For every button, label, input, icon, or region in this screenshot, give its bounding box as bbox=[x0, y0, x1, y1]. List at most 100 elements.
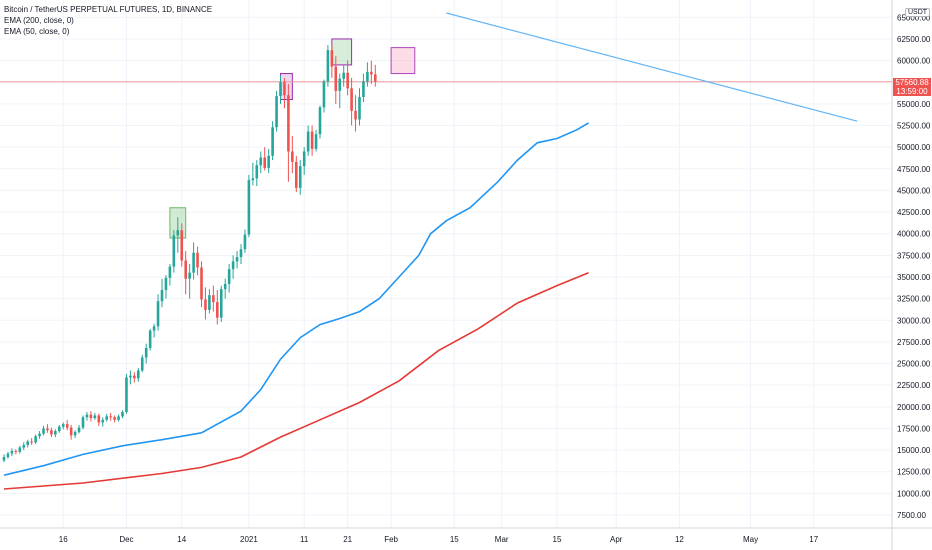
candle-body bbox=[247, 180, 251, 235]
candle-body bbox=[117, 416, 120, 420]
candle-body bbox=[97, 415, 101, 423]
candle-body bbox=[85, 414, 89, 418]
y-tick-label: 52500.00 bbox=[897, 122, 931, 131]
candle-body bbox=[334, 66, 338, 91]
candle-body bbox=[89, 414, 93, 419]
candle-body bbox=[6, 453, 10, 458]
annotation-box bbox=[390, 47, 416, 75]
candle-body bbox=[223, 283, 227, 290]
legend-ema50[interactable]: EMA (50, close, 0) bbox=[4, 27, 70, 36]
chart-legend: Bitcoin / TetherUS PERPETUAL FUTURES, 1D… bbox=[4, 4, 212, 37]
y-tick-label: 20000.00 bbox=[897, 403, 931, 412]
candle-body bbox=[10, 450, 14, 454]
candle-body bbox=[295, 161, 298, 188]
x-tick-label: 14 bbox=[177, 535, 186, 544]
current-price: 57560.88 bbox=[895, 77, 929, 87]
annotation-box bbox=[331, 38, 353, 66]
candle-body bbox=[26, 441, 29, 445]
candle-body bbox=[65, 424, 69, 428]
y-tick-label: 65000.00 bbox=[897, 13, 931, 22]
legend-symbol[interactable]: Bitcoin / TetherUS PERPETUAL FUTURES, 1D… bbox=[4, 5, 213, 14]
candle-body bbox=[61, 424, 65, 427]
ema50-line bbox=[3, 122, 590, 476]
candle-body bbox=[81, 417, 85, 428]
candle-body bbox=[93, 415, 97, 419]
candle-body bbox=[279, 82, 282, 97]
candle-body bbox=[50, 430, 53, 435]
candle-body bbox=[330, 50, 334, 67]
candle-body bbox=[350, 88, 353, 111]
candle-body bbox=[172, 235, 176, 267]
y-tick-label: 37500.00 bbox=[897, 251, 931, 260]
annotation-box bbox=[280, 73, 293, 101]
currency-label[interactable]: USDT bbox=[905, 8, 931, 17]
candle-body bbox=[318, 107, 322, 135]
y-tick-label: 17500.00 bbox=[897, 424, 931, 433]
y-tick-label: 25000.00 bbox=[897, 360, 931, 369]
candle-body bbox=[208, 295, 211, 310]
candle-body bbox=[239, 249, 243, 258]
trendline bbox=[446, 12, 858, 122]
x-tick-label: 12 bbox=[675, 535, 684, 544]
candle-body bbox=[109, 416, 112, 418]
ema200-line bbox=[3, 271, 589, 490]
candle-body bbox=[2, 457, 6, 461]
candle-body bbox=[196, 252, 199, 268]
candle-body bbox=[354, 110, 357, 120]
candle-body bbox=[346, 72, 349, 89]
candle-body bbox=[322, 81, 326, 108]
candle-body bbox=[140, 357, 144, 371]
y-tick-label: 60000.00 bbox=[897, 57, 931, 66]
candle-body bbox=[358, 96, 361, 120]
candle-body bbox=[235, 257, 239, 262]
candle-body bbox=[283, 82, 286, 96]
candle-body bbox=[129, 375, 132, 378]
x-tick-label: Dec bbox=[119, 535, 133, 544]
candle-body bbox=[73, 431, 77, 436]
candle-body bbox=[298, 166, 302, 188]
x-tick-label: 17 bbox=[809, 535, 818, 544]
y-tick-label: 30000.00 bbox=[897, 316, 931, 325]
y-tick-label: 10000.00 bbox=[897, 489, 931, 498]
candle-body bbox=[216, 302, 219, 318]
candle-body bbox=[133, 375, 136, 379]
candle-body bbox=[366, 71, 369, 82]
bar-countdown: 13:59:00 bbox=[896, 86, 928, 96]
candle-body bbox=[46, 428, 49, 431]
candle-body bbox=[164, 277, 168, 290]
candle-body bbox=[338, 78, 342, 91]
y-tick-label: 35000.00 bbox=[897, 273, 931, 282]
x-tick-label: 21 bbox=[343, 535, 352, 544]
candle-body bbox=[180, 230, 184, 261]
candle-body bbox=[267, 155, 270, 168]
candle-body bbox=[200, 267, 203, 300]
candle-body bbox=[121, 412, 124, 417]
candle-body bbox=[291, 151, 294, 162]
candle-body bbox=[362, 81, 365, 97]
candle-body bbox=[184, 260, 187, 279]
candle-body bbox=[287, 95, 290, 152]
candle-body bbox=[156, 301, 160, 327]
y-tick-label: 12500.00 bbox=[897, 468, 931, 477]
candle-body bbox=[251, 178, 255, 181]
candle-body bbox=[192, 252, 195, 273]
candle-body bbox=[18, 447, 22, 452]
candle-body bbox=[243, 234, 247, 250]
x-tick-label: 11 bbox=[300, 535, 309, 544]
candle-body bbox=[306, 131, 310, 152]
x-tick-label: Apr bbox=[610, 535, 623, 544]
candle-body bbox=[38, 433, 41, 437]
candle-body bbox=[69, 427, 73, 436]
y-tick-label: 32500.00 bbox=[897, 295, 931, 304]
candle-body bbox=[42, 428, 45, 434]
candle-body bbox=[105, 416, 108, 420]
y-tick-label: 7500.00 bbox=[897, 511, 926, 520]
y-tick-label: 22500.00 bbox=[897, 381, 931, 390]
legend-ema200[interactable]: EMA (200, close, 0) bbox=[4, 16, 74, 25]
candle-body bbox=[168, 266, 172, 278]
x-tick-label: 16 bbox=[59, 535, 68, 544]
y-tick-label: 47500.00 bbox=[897, 165, 931, 174]
y-tick-label: 42500.00 bbox=[897, 208, 931, 217]
y-tick-label: 45000.00 bbox=[897, 186, 931, 195]
